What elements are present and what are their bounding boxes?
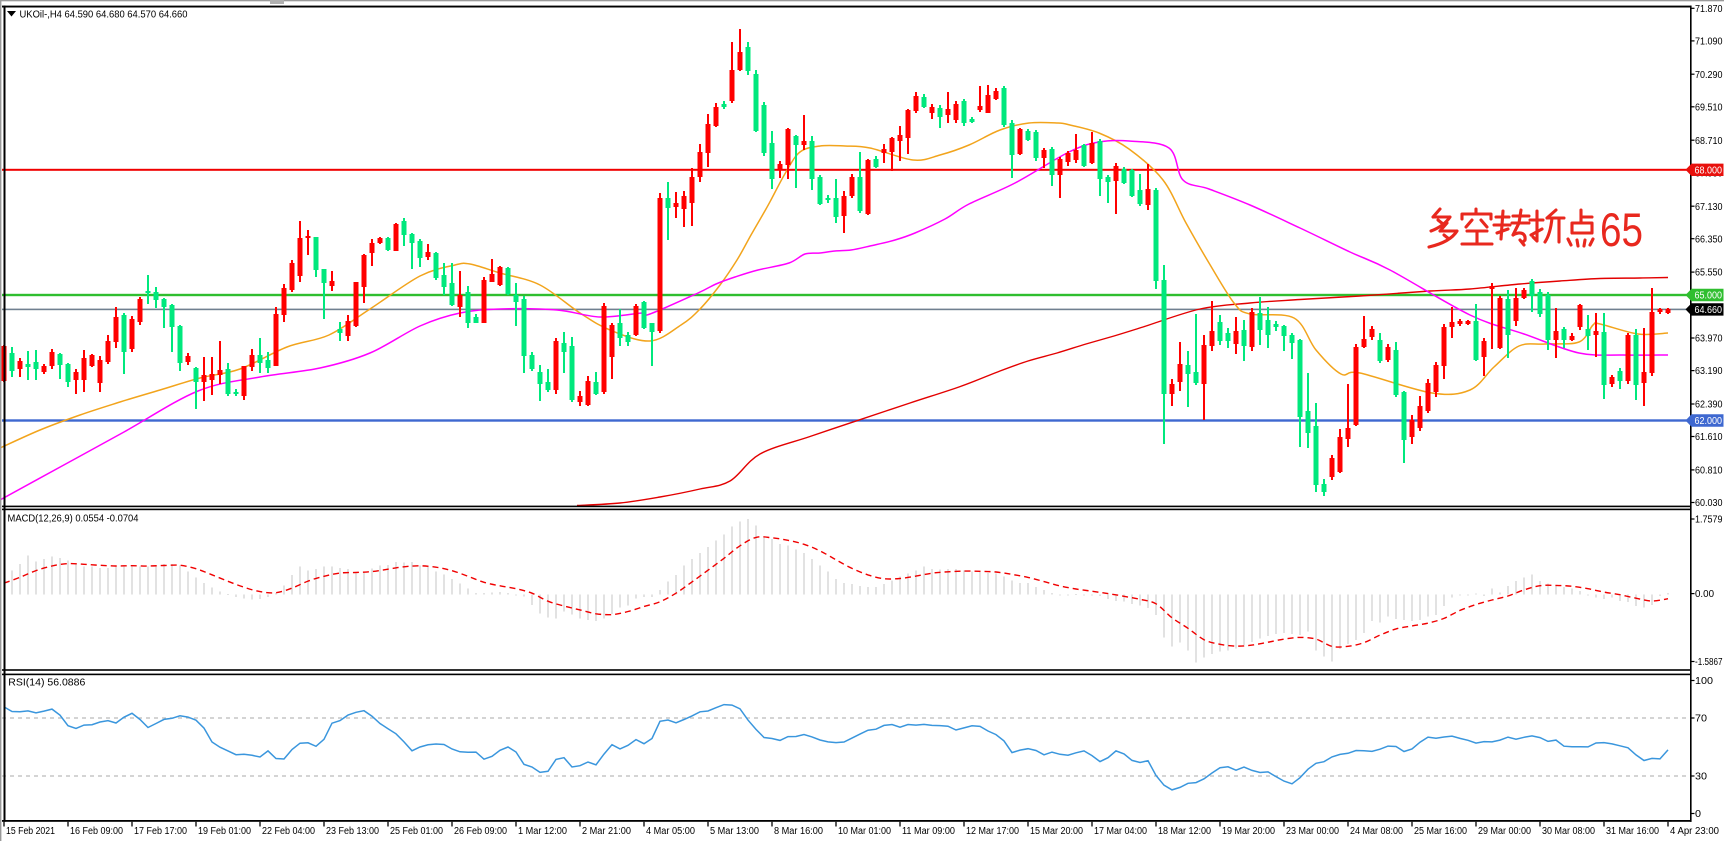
svg-text:70: 70 [1695, 714, 1707, 725]
svg-text:64.660: 64.660 [1695, 305, 1723, 316]
svg-text:70.290: 70.290 [1695, 70, 1723, 81]
svg-text:10 Mar 01:00: 10 Mar 01:00 [838, 826, 891, 837]
svg-text:68.000: 68.000 [1695, 166, 1723, 177]
svg-text:-1.5867: -1.5867 [1695, 657, 1723, 668]
svg-text:25 Mar 16:00: 25 Mar 16:00 [1414, 826, 1467, 837]
svg-text:15 Mar 20:00: 15 Mar 20:00 [1030, 826, 1083, 837]
svg-text:23 Mar 00:00: 23 Mar 00:00 [1286, 826, 1339, 837]
svg-text:1 Mar 12:00: 1 Mar 12:00 [518, 826, 567, 837]
svg-text:29 Mar 00:00: 29 Mar 00:00 [1478, 826, 1531, 837]
svg-text:0: 0 [1695, 809, 1701, 820]
svg-text:69.510: 69.510 [1695, 102, 1723, 113]
svg-text:30: 30 [1695, 772, 1707, 783]
svg-text:67.130: 67.130 [1695, 202, 1723, 213]
svg-text:22 Feb 04:00: 22 Feb 04:00 [262, 826, 315, 837]
svg-text:18 Mar 12:00: 18 Mar 12:00 [1158, 826, 1211, 837]
svg-text:65.000: 65.000 [1695, 291, 1723, 302]
svg-text:65.550: 65.550 [1695, 268, 1723, 279]
svg-text:RSI(14) 56.0886: RSI(14) 56.0886 [8, 677, 85, 689]
svg-text:2 Mar 21:00: 2 Mar 21:00 [582, 826, 631, 837]
svg-text:61.610: 61.610 [1695, 432, 1723, 443]
svg-text:65: 65 [1600, 203, 1643, 256]
svg-text:12 Mar 17:00: 12 Mar 17:00 [966, 826, 1019, 837]
svg-text:17 Mar 04:00: 17 Mar 04:00 [1094, 826, 1147, 837]
svg-text:63.190: 63.190 [1695, 366, 1723, 377]
svg-text:26 Feb 09:00: 26 Feb 09:00 [454, 826, 507, 837]
svg-text:66.350: 66.350 [1695, 234, 1723, 245]
svg-text:71.870: 71.870 [1695, 4, 1723, 15]
svg-text:4 Apr 23:00: 4 Apr 23:00 [1670, 826, 1719, 837]
svg-text:62.390: 62.390 [1695, 400, 1723, 411]
svg-text:15 Feb 2021: 15 Feb 2021 [6, 826, 55, 837]
svg-text:UKOil-,H4 64.590 64.680 64.57: UKOil-,H4 64.590 64.680 64.570 64.660 [20, 8, 188, 20]
svg-text:16 Feb 09:00: 16 Feb 09:00 [70, 826, 123, 837]
svg-text:25 Feb 01:00: 25 Feb 01:00 [390, 826, 443, 837]
svg-text:19 Mar 20:00: 19 Mar 20:00 [1222, 826, 1275, 837]
svg-text:60.810: 60.810 [1695, 466, 1723, 477]
svg-text:4 Mar 05:00: 4 Mar 05:00 [646, 826, 695, 837]
svg-text:24 Mar 08:00: 24 Mar 08:00 [1350, 826, 1403, 837]
svg-text:31 Mar 16:00: 31 Mar 16:00 [1606, 826, 1659, 837]
svg-text:60.030: 60.030 [1695, 498, 1723, 509]
svg-text:0.00: 0.00 [1695, 589, 1714, 600]
svg-text:MACD(12,26,9) 0.0554 -0.0704: MACD(12,26,9) 0.0554 -0.0704 [8, 513, 139, 525]
svg-text:23 Feb 13:00: 23 Feb 13:00 [326, 826, 379, 837]
svg-text:11 Mar 09:00: 11 Mar 09:00 [902, 826, 955, 837]
svg-text:19 Feb 01:00: 19 Feb 01:00 [198, 826, 251, 837]
svg-text:17 Feb 17:00: 17 Feb 17:00 [134, 826, 187, 837]
svg-text:100: 100 [1695, 676, 1713, 687]
svg-text:5 Mar 13:00: 5 Mar 13:00 [710, 826, 759, 837]
svg-text:62.000: 62.000 [1695, 416, 1723, 427]
svg-text:1.7579: 1.7579 [1695, 515, 1723, 526]
svg-text:71.090: 71.090 [1695, 37, 1723, 48]
svg-text:30 Mar 08:00: 30 Mar 08:00 [1542, 826, 1595, 837]
svg-text:68.710: 68.710 [1695, 136, 1723, 147]
svg-text:8 Mar 16:00: 8 Mar 16:00 [774, 826, 823, 837]
svg-text:63.970: 63.970 [1695, 334, 1723, 345]
